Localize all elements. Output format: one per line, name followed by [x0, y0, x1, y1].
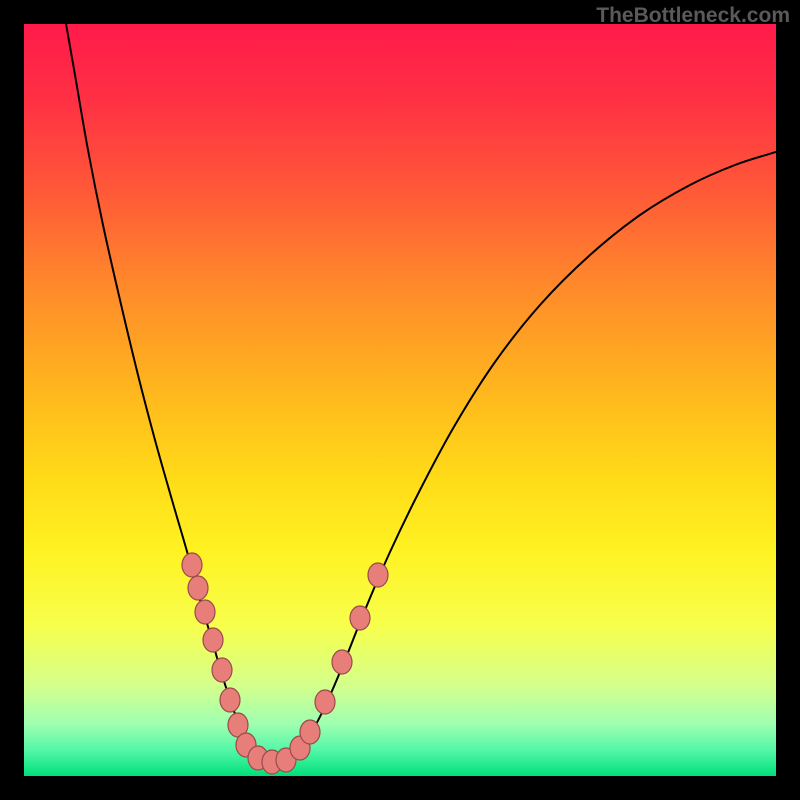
marker-point: [220, 688, 240, 712]
marker-point: [182, 553, 202, 577]
marker-point: [368, 563, 388, 587]
chart-container: TheBottleneck.com: [0, 0, 800, 800]
marker-point: [332, 650, 352, 674]
marker-point: [195, 600, 215, 624]
marker-point: [188, 576, 208, 600]
marker-point: [315, 690, 335, 714]
marker-point: [300, 720, 320, 744]
watermark-text: TheBottleneck.com: [596, 4, 790, 28]
bottleneck-chart: [0, 0, 800, 800]
marker-point: [212, 658, 232, 682]
plot-background: [24, 24, 776, 776]
marker-point: [203, 628, 223, 652]
marker-point: [350, 606, 370, 630]
